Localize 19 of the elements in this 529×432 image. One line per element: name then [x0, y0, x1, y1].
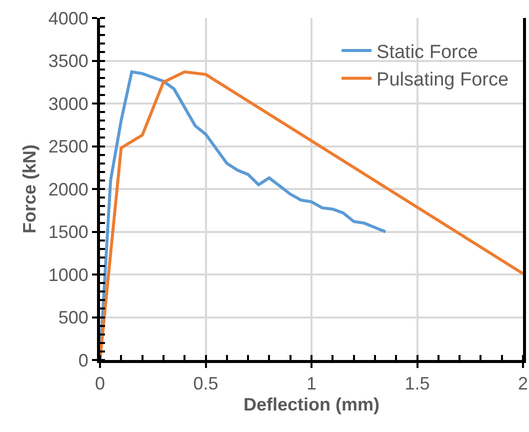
y-tick-label: 500 — [58, 308, 88, 328]
y-tick-label: 1500 — [48, 222, 88, 242]
x-tick-label: 2 — [518, 374, 528, 394]
x-tick-label: 1 — [306, 374, 317, 394]
y-axis-title: Force (kN) — [20, 144, 40, 234]
line-series — [100, 70, 523, 360]
y-tick-label: 1000 — [48, 264, 88, 285]
y-tick-label: 2000 — [48, 179, 88, 200]
y-tick-label: 4000 — [48, 8, 88, 28]
y-tick-label: 3500 — [48, 51, 88, 72]
x-tick-label: 0 — [94, 374, 106, 394]
legend-label: Pulsating Force — [376, 70, 509, 91]
x-axis-title: Deflection (mm) — [243, 394, 380, 415]
x-tick-label: 1.5 — [404, 374, 430, 394]
y-tick-label: 3000 — [48, 94, 88, 114]
x-tick-label: 0.5 — [193, 374, 218, 394]
y-tick-label: 2500 — [48, 136, 88, 157]
y-tick-label: 0 — [78, 350, 88, 370]
legend-label: Static Force — [376, 42, 478, 63]
